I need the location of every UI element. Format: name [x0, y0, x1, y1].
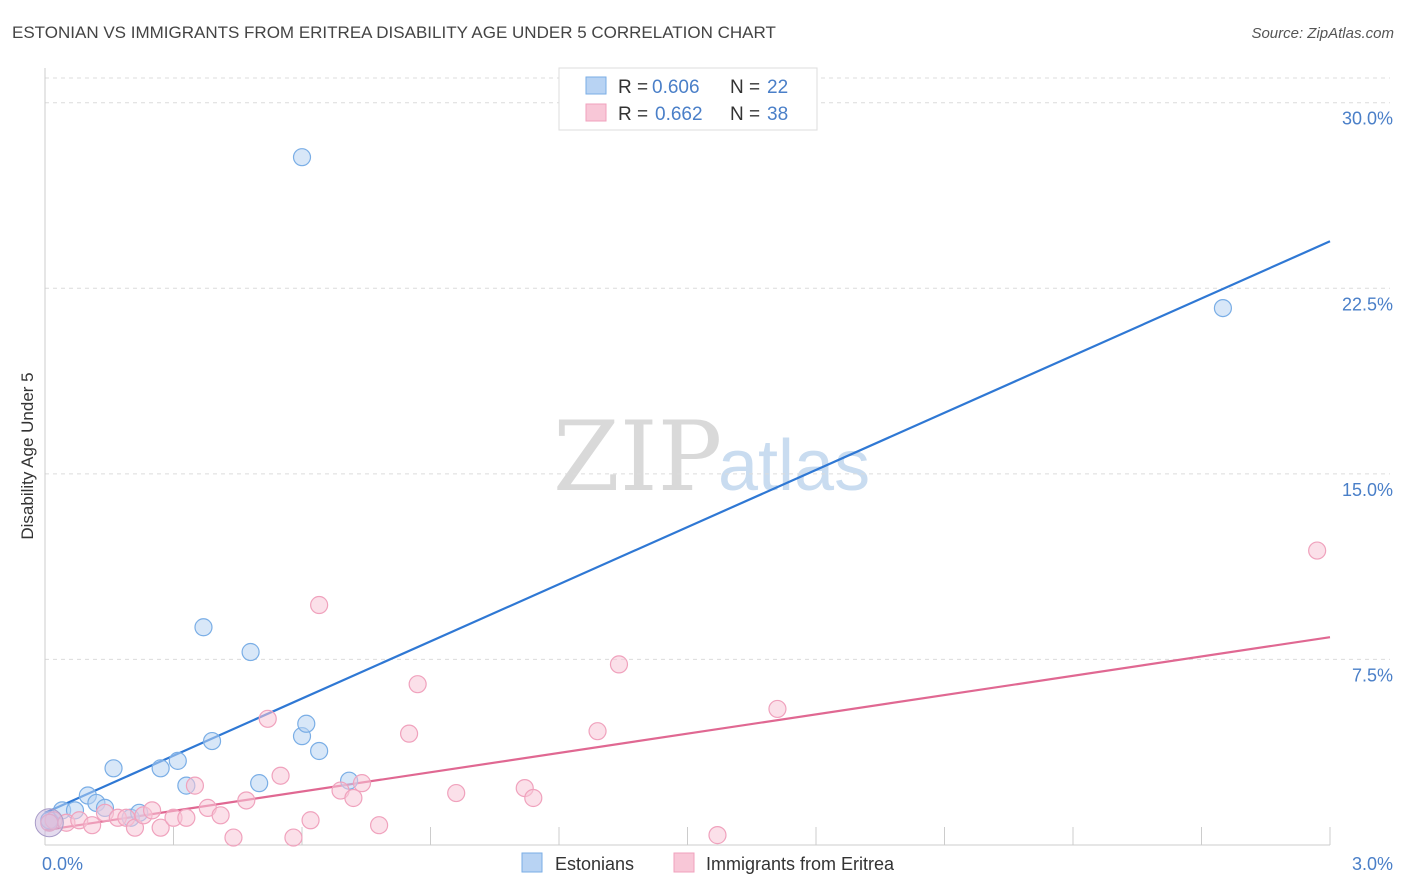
point-eritrea — [151, 818, 170, 837]
point-eritrea — [224, 828, 243, 847]
bottom-legend-swatch-estonians — [521, 852, 543, 873]
bottom-legend-eritrea: Immigrants from Eritrea — [706, 854, 895, 874]
point-eritrea — [258, 709, 277, 728]
legend-r-label-2: R = — [618, 104, 648, 125]
trend-lines — [44, 240, 1331, 832]
x-tick-label: 3.0% — [1352, 854, 1393, 874]
legend-n-label-1: N = — [730, 77, 760, 98]
point-eritrea — [708, 826, 727, 845]
point-eritrea — [1308, 541, 1327, 560]
axes: 7.5% 15.0% 22.5% 30.0% 0.0% 3.0% — [42, 68, 1393, 874]
y-axis-label: Disability Age Under 5 — [18, 372, 37, 539]
point-eritrea — [310, 595, 329, 615]
point-eritrea — [399, 724, 419, 743]
point-eritrea — [284, 828, 303, 847]
point-eritrea — [447, 783, 466, 803]
legend-n-value-2: 38 — [767, 104, 788, 125]
y-tick-label: 22.5% — [1342, 294, 1393, 314]
point-eritrea — [83, 816, 102, 835]
grid — [45, 77, 1390, 660]
point-estonians — [292, 148, 312, 167]
point-eritrea — [142, 801, 162, 820]
point-eritrea — [408, 675, 427, 694]
point-estonians — [250, 774, 269, 793]
legend-r-value-1: 0.606 — [652, 77, 700, 98]
legend: R = 0.606 N = 22 R = 0.662 N = 38 — [558, 67, 818, 131]
point-eritrea — [609, 655, 629, 674]
point-eritrea — [271, 766, 290, 785]
point-eritrea — [588, 722, 607, 741]
watermark-zip: ZIP — [553, 401, 722, 513]
x-tick-label: 0.0% — [42, 854, 83, 874]
point-eritrea — [125, 818, 145, 837]
point-estonians — [168, 751, 187, 770]
watermark: ZIP atlas — [553, 401, 870, 513]
watermark-atlas: atlas — [718, 426, 870, 506]
point-estonians — [151, 759, 170, 778]
point-estonians — [104, 759, 123, 778]
point-eritrea — [185, 776, 205, 795]
legend-r-value-2: 0.662 — [655, 104, 703, 125]
legend-n-label-2: N = — [730, 104, 760, 125]
point-estonians — [297, 714, 316, 733]
chart-source: Source: ZipAtlas.com — [1251, 25, 1394, 42]
point-eritrea — [237, 791, 256, 810]
trend-line-eritrea — [44, 636, 1331, 832]
legend-r-label-1: R = — [618, 77, 648, 98]
point-eritrea — [211, 806, 230, 825]
point-estonians — [194, 618, 213, 637]
legend-swatch-estonians — [585, 76, 607, 95]
point-eritrea — [344, 788, 363, 808]
point-eritrea — [177, 808, 196, 827]
data-points — [34, 148, 1327, 847]
legend-swatch-eritrea — [585, 103, 607, 122]
y-tick-label: 7.5% — [1352, 665, 1393, 685]
bottom-legend-estonians: Estonians — [555, 854, 634, 874]
point-estonians — [241, 642, 260, 662]
point-eritrea — [301, 811, 320, 830]
point-eritrea — [768, 699, 787, 719]
point-eritrea — [352, 774, 372, 793]
point-eritrea — [524, 788, 543, 808]
trend-line-estonians — [44, 240, 1331, 814]
bottom-legend-swatch-eritrea — [673, 852, 695, 873]
point-estonians — [1213, 299, 1233, 318]
bottom-legend: Estonians Immigrants from Eritrea — [521, 852, 895, 874]
point-estonians — [202, 731, 222, 751]
point-cluster-origin — [34, 808, 64, 838]
chart-title: ESTONIAN VS IMMIGRANTS FROM ERITREA DISA… — [12, 23, 776, 42]
legend-n-value-1: 22 — [767, 77, 788, 98]
point-estonians — [310, 741, 329, 761]
y-tick-label: 30.0% — [1342, 109, 1393, 129]
point-eritrea — [370, 816, 389, 835]
y-tick-label: 15.0% — [1342, 480, 1393, 500]
